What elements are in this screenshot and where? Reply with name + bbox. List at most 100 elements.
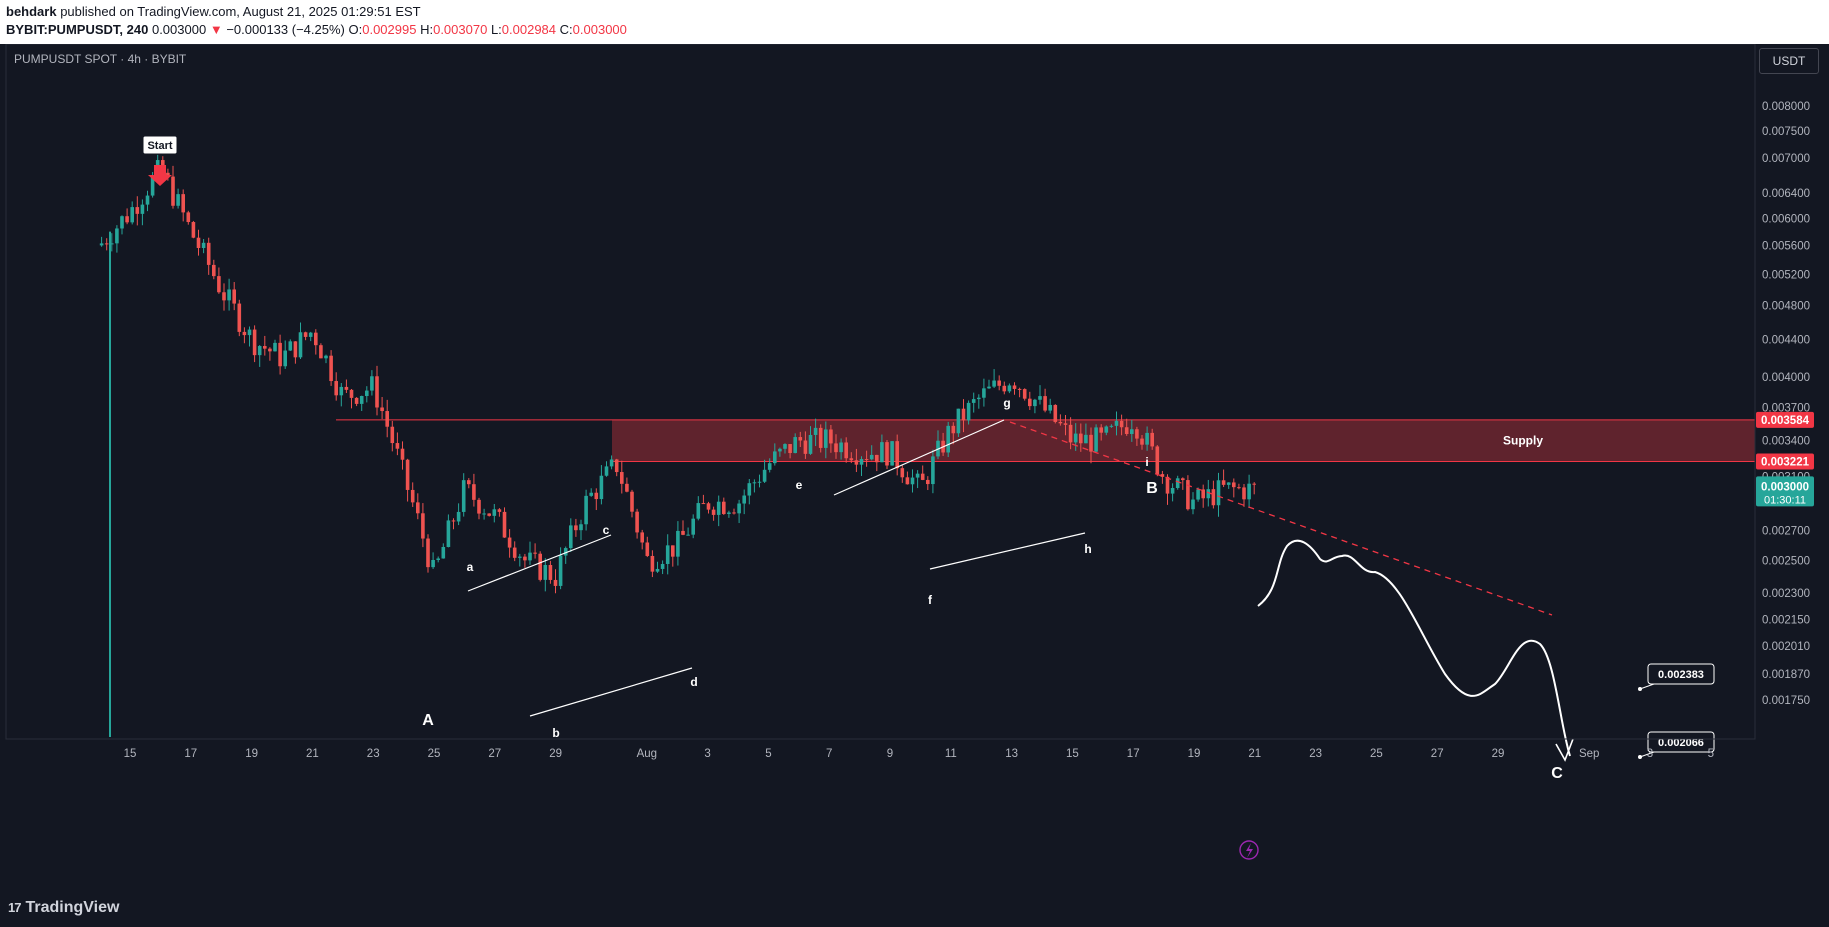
candle-body bbox=[385, 411, 389, 427]
candle-body bbox=[686, 534, 690, 536]
candle-body bbox=[589, 492, 593, 496]
candle-body bbox=[681, 530, 685, 535]
candle-body bbox=[171, 176, 175, 206]
candle-body bbox=[1104, 426, 1109, 433]
x-tick-label: 17 bbox=[184, 748, 197, 760]
candle-body bbox=[518, 556, 522, 558]
candle-body bbox=[1150, 432, 1154, 447]
candle-body bbox=[900, 468, 905, 478]
candle-body bbox=[839, 442, 843, 453]
wave-label-c: c bbox=[603, 523, 610, 537]
candle-body bbox=[247, 329, 252, 336]
candle-body bbox=[436, 558, 440, 560]
candle-body bbox=[405, 459, 410, 490]
candle-body bbox=[115, 228, 119, 244]
candle-body bbox=[920, 473, 925, 480]
candle-body bbox=[558, 555, 563, 586]
candle-body bbox=[640, 532, 644, 543]
candle-body bbox=[849, 458, 854, 461]
supply-price-value: 0.003584 bbox=[1761, 415, 1810, 427]
y-tick-label: 0.005600 bbox=[1762, 240, 1810, 252]
candle-body bbox=[329, 355, 333, 382]
candle-body bbox=[1119, 420, 1124, 428]
symbol-name: BYBIT:PUMPUSDT bbox=[6, 22, 120, 37]
wave-label-f: f bbox=[928, 593, 933, 607]
candle-body bbox=[987, 386, 991, 389]
candle-body bbox=[370, 376, 374, 391]
target-callout-box bbox=[1647, 731, 1715, 753]
candle-body bbox=[808, 434, 813, 454]
candle-body bbox=[609, 459, 614, 467]
candle-body bbox=[1170, 488, 1175, 494]
candle-body bbox=[875, 454, 879, 463]
candle-body bbox=[400, 448, 405, 460]
y-tick-label: 0.003700 bbox=[1762, 402, 1810, 414]
candle-body bbox=[181, 194, 185, 213]
candle-body bbox=[1012, 385, 1017, 389]
candle-body bbox=[931, 456, 935, 485]
candle-body bbox=[227, 289, 231, 301]
candle-body bbox=[533, 552, 537, 554]
candle-body bbox=[1226, 482, 1231, 485]
x-tick-label: 25 bbox=[428, 748, 441, 760]
target-value: 0.002066 bbox=[1658, 737, 1704, 749]
wave-label-d: d bbox=[690, 675, 697, 689]
candle-body bbox=[1201, 489, 1205, 499]
x-tick-label: 21 bbox=[306, 748, 319, 760]
candle-body bbox=[594, 492, 599, 500]
candle-body bbox=[1181, 478, 1185, 481]
candle-body bbox=[711, 509, 716, 515]
chart-canvas[interactable]: Supply Start A B Ca b c d e f g h i 0.002383 0.002066… bbox=[0, 43, 1829, 891]
candle-body bbox=[502, 511, 507, 538]
wave-label-Start: Start bbox=[147, 140, 172, 152]
candle-body bbox=[421, 513, 425, 539]
y-tick-label: 0.007500 bbox=[1762, 126, 1810, 138]
candle-body bbox=[1063, 423, 1068, 425]
supply-zone-layer: Supply bbox=[336, 419, 1755, 463]
candle-body bbox=[334, 381, 338, 396]
candle-body bbox=[727, 512, 731, 514]
candle-body bbox=[467, 480, 471, 485]
candle-body bbox=[186, 212, 191, 223]
candle-body bbox=[584, 495, 588, 525]
candle-body bbox=[359, 396, 364, 404]
candle-body bbox=[1247, 483, 1251, 500]
candle-body bbox=[701, 503, 706, 505]
currency-selector[interactable]: USDT bbox=[1759, 48, 1819, 74]
x-tick-label: 15 bbox=[1066, 748, 1079, 760]
candle-body bbox=[1191, 499, 1195, 510]
candle-body bbox=[431, 560, 435, 568]
footer: 17 TradingView bbox=[0, 891, 1829, 927]
candle-body bbox=[451, 520, 456, 522]
candle-body bbox=[166, 172, 170, 177]
tradingview-logo[interactable]: 17 TradingView bbox=[8, 899, 119, 917]
projection-arrowhead-icon bbox=[1555, 738, 1574, 762]
candle-body bbox=[201, 242, 206, 248]
plot-frame bbox=[5, 43, 1756, 740]
candle-body bbox=[645, 542, 650, 556]
last-price-text: 0.003000 bbox=[151, 22, 207, 37]
candle-body bbox=[196, 237, 201, 248]
x-tick-label: 27 bbox=[1431, 748, 1444, 760]
candle-body bbox=[1211, 489, 1216, 506]
candle-body bbox=[655, 568, 660, 572]
candle-body bbox=[492, 509, 497, 516]
y-tick-label: 0.004000 bbox=[1762, 372, 1810, 384]
candle-body bbox=[1084, 434, 1088, 444]
candle-body bbox=[1216, 480, 1221, 506]
candle-body bbox=[569, 525, 573, 549]
candle-body bbox=[834, 443, 838, 453]
candle-body bbox=[217, 276, 221, 293]
candle-body bbox=[1109, 425, 1114, 427]
candle-body bbox=[1186, 480, 1190, 510]
candle-body bbox=[854, 460, 859, 465]
publisher-name[interactable]: behdark bbox=[6, 4, 57, 19]
candle-body bbox=[206, 242, 211, 265]
candle-body bbox=[1079, 433, 1083, 444]
y-tick-label: 0.007000 bbox=[1762, 153, 1810, 165]
x-tick-label: 23 bbox=[367, 748, 380, 760]
candle-body bbox=[1155, 446, 1160, 475]
candle-body bbox=[1232, 482, 1236, 488]
start-label-box bbox=[142, 135, 178, 155]
